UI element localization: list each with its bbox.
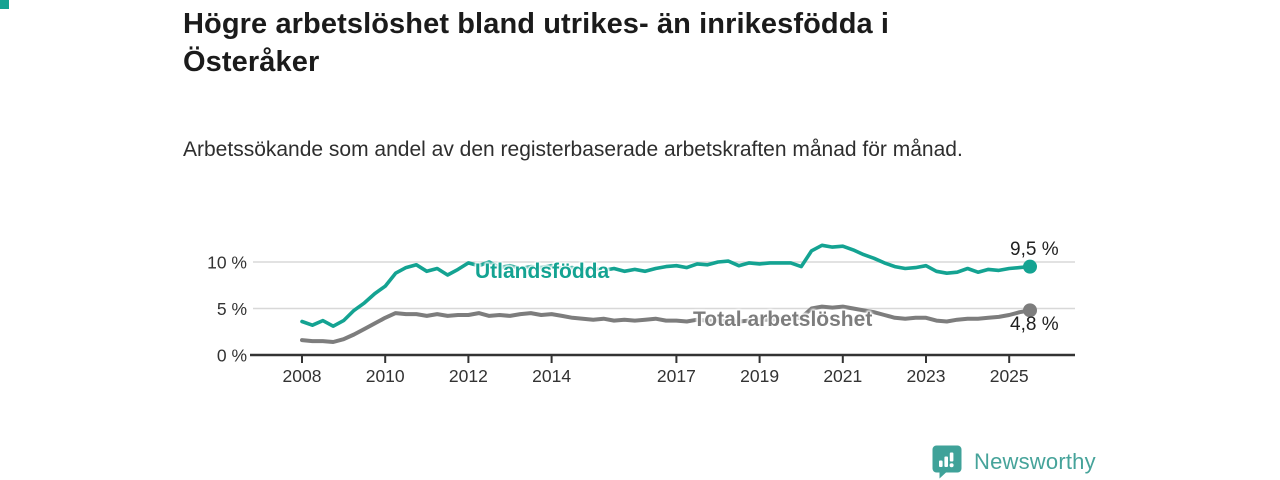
chart-title: Högre arbetslöshet bland utrikes- än inr… bbox=[183, 8, 890, 78]
corner-accent-square bbox=[0, 0, 9, 9]
x-tick-label: 2019 bbox=[740, 366, 779, 386]
series-line-total bbox=[300, 304, 1032, 344]
bar-chart-speech-bubble-icon bbox=[932, 445, 962, 479]
x-tick-label: 2021 bbox=[823, 366, 862, 386]
end-value-utlandsfodda: 9,5 % bbox=[1010, 239, 1059, 260]
series-end-dot-total bbox=[1023, 303, 1037, 318]
x-tick-label: 2008 bbox=[283, 366, 322, 386]
newsworthy-brand-link[interactable]: Newsworthy bbox=[931, 444, 1096, 479]
x-tick-label: 2012 bbox=[449, 366, 488, 386]
brand-name: Newsworthy bbox=[974, 448, 1096, 474]
y-tick-label: 0 % bbox=[217, 346, 247, 366]
x-tick-label: 2023 bbox=[907, 366, 946, 386]
y-tick-label: 10 % bbox=[207, 253, 247, 273]
end-value-total-arbetsloshet: 4,8 % bbox=[1010, 314, 1059, 335]
x-tick-label: 2014 bbox=[532, 366, 571, 386]
series-label-utlandsfodda: Utlandsfödda bbox=[475, 260, 610, 283]
series-label-total-arbetsloshet: Total arbetslöshet bbox=[693, 308, 873, 331]
chart-subtitle: Arbetssökande som andel av den registerb… bbox=[183, 138, 963, 161]
x-tick-label: 2017 bbox=[657, 366, 696, 386]
x-tick-label: 2010 bbox=[366, 366, 405, 386]
x-tick-label: 2025 bbox=[990, 366, 1029, 386]
series-end-dot-utlandsfodda bbox=[1023, 259, 1037, 274]
y-tick-label: 5 % bbox=[217, 299, 247, 319]
series-line-utlandsfodda bbox=[300, 243, 1032, 329]
